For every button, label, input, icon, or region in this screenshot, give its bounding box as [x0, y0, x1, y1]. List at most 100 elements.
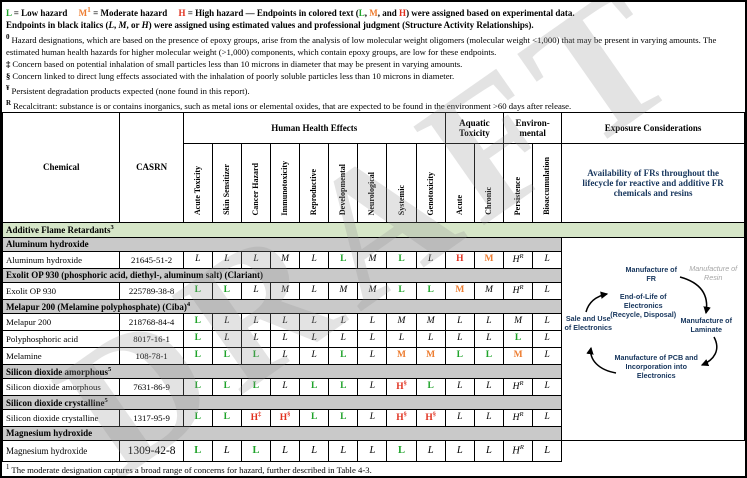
- column-header-skin-sensitizer: Skin Sensitizer: [211, 143, 242, 224]
- column-header-developmental: Developmental: [328, 143, 359, 224]
- hazard-rating-cell: M: [386, 313, 417, 332]
- table-row: Silicon dioxide amorphous 7631-86-9 L L L L L L…: [2, 378, 745, 397]
- hazard-rating-cell: L: [299, 330, 330, 349]
- chemical-name-cell: Exolit OP 930: [2, 282, 121, 301]
- hazard-rating-cell: H§: [415, 409, 446, 428]
- hazard-rating-cell: L: [328, 378, 359, 397]
- hazard-rating-cell: L: [240, 347, 272, 366]
- hazard-rating-cell: L: [299, 378, 330, 397]
- hazard-rating-cell: L: [415, 282, 446, 301]
- hazard-rating-cell: L: [211, 378, 242, 397]
- hazard-rating-cell: M: [386, 347, 417, 366]
- legend-segment: M: [118, 20, 127, 30]
- hazard-rating-cell: L: [299, 347, 330, 366]
- table-row: Aluminum hydroxide 21645-51-2 L L L M L L M L L H M H…: [2, 251, 745, 270]
- hazard-rating-cell: M: [473, 251, 505, 270]
- hazard-rating-cell: L: [473, 409, 505, 428]
- legend-segment: , or: [126, 20, 142, 30]
- legend-segment: L: [358, 8, 365, 18]
- legend-note-line: ¥ Persistent degradation products expecte…: [6, 84, 250, 97]
- column-header-acute: Acute: [444, 143, 475, 224]
- group-header-aquatic: Aquatic Toxicity: [444, 112, 505, 145]
- casrn-cell: 1317-95-9: [119, 409, 184, 428]
- legend-segment: L: [108, 20, 115, 30]
- hazard-rating-cell: L: [211, 313, 242, 332]
- hazard-rating-cell: L: [532, 282, 563, 301]
- table-row: Exolit OP 930 225789-38-8 L L L M L M M L L M M HR L: [2, 282, 745, 301]
- hazard-rating-cell: L: [386, 440, 417, 463]
- hazard-rating-cell: L: [415, 378, 446, 397]
- casrn-cell: 8017-16-1: [119, 330, 184, 349]
- hazard-rating-cell: L: [532, 440, 563, 463]
- footnote-line: 1 The moderate designation captures a br…: [6, 464, 372, 476]
- hazard-rating-cell: L: [357, 378, 388, 397]
- hazard-rating-cell: L: [270, 378, 301, 397]
- hazard-summary-table: Chemical CASRN Human Health Effects Aqua…: [2, 112, 745, 463]
- column-header-persistence: Persistence: [502, 143, 534, 224]
- hazard-rating-cell: L: [182, 378, 213, 397]
- legend-segment: H: [141, 20, 149, 30]
- legend-segment: ) were assigned based on experimental da…: [406, 8, 575, 18]
- hazard-rating-cell: M: [270, 282, 301, 301]
- casrn-cell: 7631-86-9: [119, 378, 184, 397]
- hazard-rating-cell: M: [357, 251, 388, 270]
- hazard-rating-cell: L: [532, 251, 563, 270]
- group-header-exposure: Exposure Considerations: [561, 112, 745, 145]
- hazard-rating-cell: L: [299, 251, 330, 270]
- hazard-rating-cell: L: [211, 251, 242, 270]
- hazard-rating-cell: L: [357, 330, 388, 349]
- hazard-rating-cell: L: [240, 313, 272, 332]
- hazard-rating-cell: M: [473, 282, 505, 301]
- note-symbol: ¥: [6, 84, 10, 93]
- chemical-name-cell: Aluminum hydroxide: [2, 251, 121, 270]
- hazard-rating-cell: L: [357, 313, 388, 332]
- section-band-label: Silicon dioxide amorphous5: [2, 364, 563, 380]
- section-band: Silicon dioxide crystalline5: [2, 395, 745, 411]
- hazard-rating-cell: HR: [502, 378, 534, 397]
- hazard-rating-cell: L: [328, 251, 359, 270]
- hazard-rating-cell: L: [182, 409, 213, 428]
- hazard-rating-cell: L: [182, 282, 213, 301]
- hazard-rating-cell: L: [473, 330, 505, 349]
- hazard-rating-cell: L: [386, 282, 417, 301]
- section-band: Aluminum hydroxide Manufacture of FR Man…: [2, 237, 745, 442]
- hazard-rating-cell: L: [532, 347, 563, 366]
- exposure-diagram-cell: Manufacture of FR Manufacture of Resin M…: [561, 237, 745, 442]
- hazard-rating-cell: L: [270, 347, 301, 366]
- node-end-of-life: End-of-Life of Electronics (Recycle, Dis…: [610, 292, 677, 319]
- chemical-name-cell: Silicon dioxide crystalline: [2, 409, 121, 428]
- table-row: Melamine 108-78-1 L L L L L L L M M L L M L: [2, 347, 745, 366]
- table-row: Melapur 200 218768-84-4 L L L L L L L M M L L M L: [2, 313, 745, 332]
- hazard-rating-cell: L: [473, 313, 505, 332]
- hazard-rating-cell: L: [182, 330, 213, 349]
- group-header-environmental: Environ-mental: [502, 112, 563, 145]
- column-header-bioaccumulation: Bioaccumulation: [532, 143, 563, 224]
- legend-segment: = High hazard — Endpoints in colored tex…: [185, 8, 359, 18]
- hazard-rating-cell: L: [386, 330, 417, 349]
- hazard-rating-cell: L: [270, 313, 301, 332]
- hazard-rating-cell: L: [357, 347, 388, 366]
- casrn-cell: 1309-42-8: [119, 440, 184, 463]
- section-band: Silicon dioxide amorphous5: [2, 364, 745, 380]
- hazard-rating-cell: HR: [502, 409, 534, 428]
- hazard-rating-cell: H§: [270, 409, 301, 428]
- lifecycle-arrows: [585, 276, 718, 374]
- hazard-rating-cell: L: [357, 440, 388, 463]
- legend-segment: H: [399, 8, 407, 18]
- hazard-rating-cell: L: [444, 330, 475, 349]
- section-band-label: Silicon dioxide crystalline5: [2, 395, 563, 411]
- casrn-cell: 225789-38-8: [119, 282, 184, 301]
- casrn-cell: 108-78-1: [119, 347, 184, 366]
- hazard-rating-cell: L: [502, 330, 534, 349]
- rotated-header-row: Acute Toxicity Skin Sensitizer Cancer Haza…: [3, 143, 745, 224]
- legend-segment: L: [6, 8, 12, 18]
- footnotes: 1 The moderate designation captures a br…: [2, 462, 745, 476]
- section-band-label: Additive Flame Retardants3: [2, 222, 745, 239]
- hazard-rating-cell: L: [444, 378, 475, 397]
- hazard-rating-cell: M: [328, 282, 359, 301]
- hazard-rating-cell: L: [240, 282, 272, 301]
- legend-segment: Endpoints in black italics (: [6, 20, 109, 30]
- hazard-rating-cell: L: [240, 378, 272, 397]
- column-header-chronic: Chronic: [473, 143, 505, 224]
